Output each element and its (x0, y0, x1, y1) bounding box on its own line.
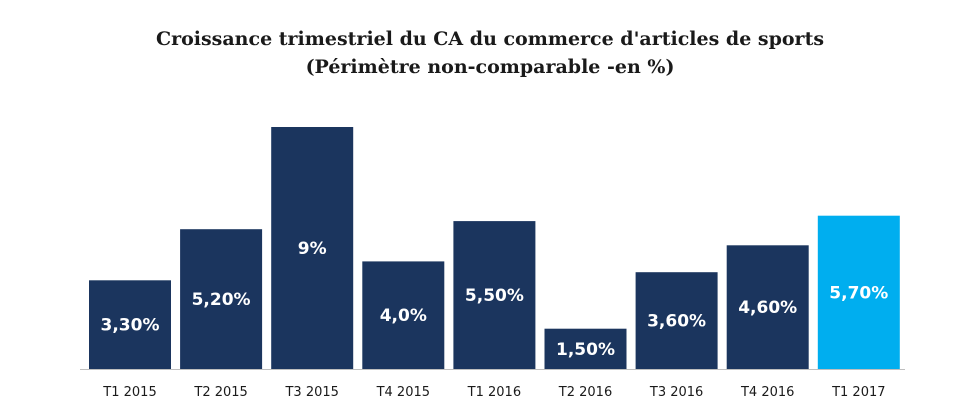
chart-subtitle: (Périmètre non-comparable -en %) (305, 56, 675, 78)
bar-t2-2016 (544, 328, 627, 369)
bar-t4-2015 (362, 261, 445, 369)
data-label: 5,20% (192, 290, 251, 310)
x-tick-label: T3 2015 (284, 385, 338, 400)
data-label: 5,50% (465, 286, 524, 306)
bar-t1-2017 (817, 215, 900, 369)
data-label: 4,60% (738, 298, 797, 318)
chart-title: Croissance trimestriel du CA du commerce… (155, 28, 825, 50)
x-tick-label: T1 2016 (467, 385, 521, 400)
bar-t2-2015 (180, 229, 263, 369)
data-label: 1,50% (556, 340, 615, 360)
bar-t3-2015 (271, 127, 354, 369)
bar-t3-2016 (635, 272, 718, 369)
bar-t4-2016 (726, 245, 809, 369)
data-label: 3,60% (647, 312, 706, 332)
data-label: 3,30% (101, 316, 160, 336)
x-tick-label: T2 2016 (558, 385, 612, 400)
x-tick-label: T1 2015 (102, 385, 156, 400)
x-tick-label: T2 2015 (193, 385, 247, 400)
x-tick-label: T4 2016 (740, 385, 794, 400)
bars-group: 3,30% T1 2015 5,20% T2 2015 9% T3 2015 4,0% T4 … (89, 127, 900, 400)
x-tick-label: T3 2016 (649, 385, 703, 400)
data-label: 4,0% (380, 306, 427, 326)
x-tick-label: T1 2017 (831, 385, 885, 400)
bar-t1-2016 (453, 221, 536, 369)
data-label: 5,70% (829, 283, 888, 303)
data-label: 9% (298, 239, 327, 259)
x-tick-label: T4 2015 (376, 385, 430, 400)
bar-t1-2015 (89, 280, 171, 369)
